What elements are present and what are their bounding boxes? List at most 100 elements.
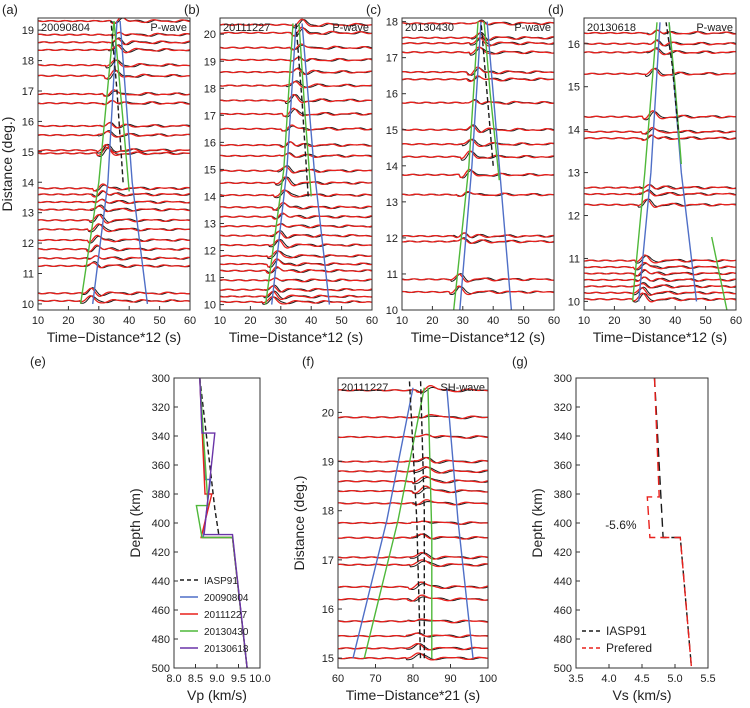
panel-b-trace-red <box>220 290 372 301</box>
panel-d-xtick-label: 30 <box>639 315 651 327</box>
panel-a-trace-black <box>38 121 190 129</box>
panel-c-moveout-green <box>453 21 479 310</box>
panel-b-ytick-label: 19 <box>204 56 216 68</box>
panel-c-trace-red <box>402 138 554 148</box>
panel-f-xlabel: Time−Distance*21 (s) <box>346 687 480 703</box>
panel-f-trace-red <box>338 642 488 651</box>
panel-e-ytick-label: 320 <box>152 402 170 414</box>
panel-c-trace-red <box>402 150 554 160</box>
panel-d-trace-red <box>584 48 736 56</box>
panel-d-ytick-label: 12 <box>568 211 580 223</box>
panel-c-xtick-label: 60 <box>548 315 560 327</box>
panel-g-ytick-label: 340 <box>554 431 572 443</box>
panel-d-moveout-blue <box>638 22 661 302</box>
panel-a-trace-red <box>38 99 190 106</box>
panel-e-legend-label: 20130430 <box>204 627 249 638</box>
panel-a-wave: P-wave <box>150 22 187 34</box>
panel-c-trace-red <box>402 190 554 198</box>
panel-c-trace-red <box>402 46 554 55</box>
panel-f-trace-red <box>338 551 488 560</box>
panel-e-xtick-label: 10.0 <box>249 673 270 685</box>
panel-d-trace-red <box>584 282 736 289</box>
panel-a-trace-red <box>38 262 190 269</box>
panel-g-xtick-label: 4.0 <box>601 673 616 685</box>
panel-b-ytick-label: 11 <box>205 273 216 285</box>
panel-b-trace-red <box>220 141 372 148</box>
panel-c-trace-red <box>402 232 554 239</box>
panel-f-xtick-label: 70 <box>369 673 381 685</box>
panel-a-trace-red <box>38 190 190 198</box>
panel-d-trace-black <box>584 286 736 296</box>
panel-g-xtick-label: 5.5 <box>700 673 715 685</box>
panel-f-moveout-blue <box>446 387 474 659</box>
panel-e-legend-label: 20130618 <box>204 644 249 655</box>
panel-f-trace-red <box>338 520 488 525</box>
panel-g-xtick-label: 4.5 <box>634 673 649 685</box>
panel-b-trace-red <box>220 107 372 117</box>
panel-e-series-20111227 <box>199 377 248 669</box>
panel-g-legend-label: Prefered <box>606 641 652 655</box>
panel-b-trace-red <box>220 296 372 305</box>
panel-b-trace-red <box>220 250 372 259</box>
panel-d-ytick-label: 14 <box>568 125 580 137</box>
panel-a-trace-red <box>38 38 190 46</box>
panel-d-trace-red <box>584 292 736 303</box>
panel-a-ytick-label: 17 <box>22 86 34 98</box>
panel-d-trace-red <box>584 261 736 271</box>
panel-d-moveout-green <box>631 22 658 302</box>
panel-a-trace-red <box>38 234 190 244</box>
panel-d-xtick-label: 50 <box>699 315 711 327</box>
panel-d-ytick-label: 11 <box>569 253 580 265</box>
panel-g-ytick-label: 460 <box>554 605 572 617</box>
panel-b-trace-red <box>220 56 372 62</box>
panel-b-event: 20111227 <box>223 22 270 34</box>
panel-e-ytick-label: 340 <box>152 431 170 443</box>
panel-d-trace-red <box>584 276 736 283</box>
panel-c-trace-black <box>402 150 554 161</box>
panel-c-trace-red <box>402 285 554 296</box>
panel-c-xtick-label: 30 <box>457 315 469 327</box>
panel-a-xtick-label: 60 <box>184 315 196 327</box>
panel-f-ylabel: Distance (deg.) <box>291 476 307 571</box>
panel-c-moveout-green <box>483 21 500 181</box>
panel-g-ytick-label: 300 <box>554 373 572 385</box>
panel-c-trace-red <box>402 99 554 105</box>
panel-a-trace-red <box>38 244 190 253</box>
panel-c-ytick-label: 16 <box>386 89 398 101</box>
panel-a-ytick-label: 10 <box>22 299 34 311</box>
panel-c-xtick-label: 20 <box>426 315 438 327</box>
panel-a-trace-red <box>38 44 190 54</box>
panel-d-trace-red <box>584 287 736 296</box>
panel-d-moveout-green <box>668 22 682 165</box>
panel-d-trace-red <box>584 126 736 135</box>
panel-b-trace-red <box>220 176 372 187</box>
panel-b-trace-red <box>220 80 372 89</box>
panel-b-trace-red <box>220 231 372 239</box>
panel-f-moveout-green <box>427 387 433 659</box>
panel-c-ytick-label: 15 <box>386 125 398 137</box>
panel-d-ytick-label: 13 <box>568 168 580 180</box>
panel-b-xtick-label: 60 <box>366 315 378 327</box>
panel-c-trace-red <box>402 237 554 244</box>
panel-d-label: (d) <box>548 2 564 17</box>
panel-f-plot-area <box>338 378 488 661</box>
panel-b-trace-red <box>220 239 372 249</box>
panel-e-ytick-label: 480 <box>152 634 170 646</box>
panel-a-ytick-label: 15 <box>22 147 34 159</box>
panel-f-trace-red <box>338 618 488 624</box>
panel-f-trace-red <box>338 475 488 484</box>
panel-a-ytick-label: 19 <box>22 25 34 37</box>
panel-c-xtick-label: 50 <box>517 315 529 327</box>
panel-f-wave: SH-wave <box>440 382 485 394</box>
panel-f-ytick-label: 20 <box>322 407 334 419</box>
panel-c-trace-red <box>402 125 554 134</box>
panel-d-wave: P-wave <box>696 22 733 34</box>
panel-a-moveout-blue <box>92 20 118 304</box>
panel-g-ytick-label: 480 <box>554 634 572 646</box>
panel-b-ytick-label: 14 <box>204 191 216 203</box>
panel-b-plot-area <box>220 18 372 305</box>
panel-b-xtick-label: 50 <box>335 315 347 327</box>
panel-c-xlabel: Time−Distance*12 (s) <box>411 329 545 345</box>
panel-f-moveout-blue <box>352 387 414 659</box>
panel-b-moveout-green <box>298 23 312 197</box>
